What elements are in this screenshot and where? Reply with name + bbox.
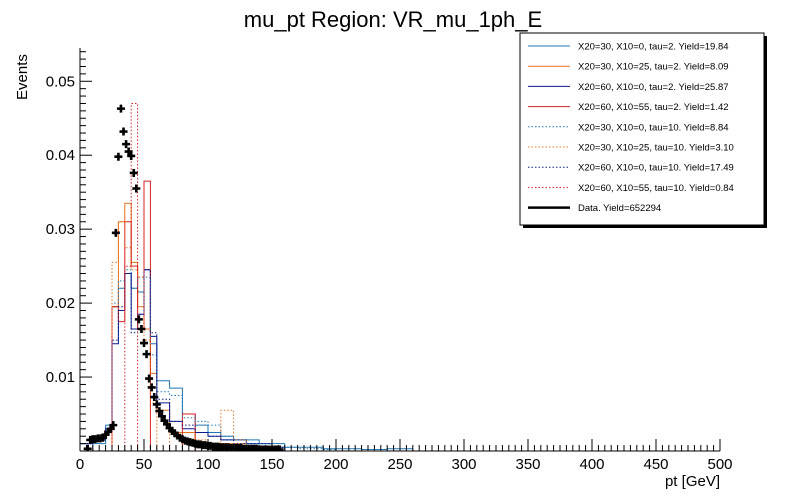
legend-label-1: X20=30, X10=25, tau=2. Yield=8.09 [578,62,729,73]
x-axis-label: pt [GeV] [665,473,720,490]
x-tick-label: 50 [136,456,153,473]
x-tick-label: 300 [451,456,476,473]
axes-layer: 0 50 100 150 200 250 300 350 400 450 500 0.01 0.02 0.… [46,48,733,473]
legend-label-4: X20=30, X10=0, tau=10. Yield=8.84 [578,122,729,133]
data-point [275,445,284,451]
y-tick-label: 0.01 [46,369,75,386]
data-point [147,383,156,392]
data-point [111,228,120,237]
data-point [116,104,125,113]
legend-label-5: X20=30, X10=25, tau=10. Yield=3.10 [578,143,734,154]
data-point [137,324,146,333]
data-point [129,168,138,177]
x-tick-label: 350 [515,456,540,473]
x-tick-label: 500 [707,456,732,473]
x-tick-label: 450 [643,456,668,473]
y-axis-label: Events [14,54,31,100]
y-tick-label: 0.04 [46,147,75,164]
legend-label-7: X20=60, X10=55, tau=10. Yield=0.84 [578,183,734,194]
x-tick-label: 0 [76,456,84,473]
data-point [155,407,164,416]
x-tick-label: 400 [579,456,604,473]
data-point [114,152,123,161]
y-tick-label: 0.05 [46,73,75,90]
data-point [132,184,141,193]
data-point [142,350,151,359]
y-tick-label: 0.02 [46,295,75,312]
data-point [140,339,148,348]
data-point [134,315,143,324]
data-point [152,400,161,409]
legend-label-0: X20=30, X10=0, tau=2. Yield=19.84 [578,42,729,53]
data-point [109,421,118,430]
legend-label-8: Data. Yield=652294 [578,203,661,214]
data-point [150,393,159,402]
x-tick-label: 100 [195,456,220,473]
data-point [145,374,154,383]
y-tick-label: 0.03 [46,221,75,238]
chart-title: mu_pt Region: VR_mu_1ph_E [244,7,542,32]
legend: X20=30, X10=0, tau=2. Yield=19.84 X20=30,… [519,32,767,228]
data-point [127,151,136,160]
legend-box [519,32,765,226]
series-6-hist [80,269,286,451]
data-point [119,127,128,136]
data-point [83,444,92,451]
legend-label-6: X20=60, X10=0, tau=10. Yield=17.49 [578,163,734,174]
data-point [122,140,131,149]
x-tick-label: 150 [259,456,284,473]
legend-label-2: X20=60, X10=0, tau=2. Yield=25.87 [578,82,729,93]
x-tick-label: 200 [323,456,348,473]
series-layer [80,103,414,451]
data-point [124,147,133,156]
x-tick-label: 250 [387,456,412,473]
legend-label-3: X20=60, X10=55, tau=2. Yield=1.42 [578,102,729,113]
data-point [157,412,166,421]
